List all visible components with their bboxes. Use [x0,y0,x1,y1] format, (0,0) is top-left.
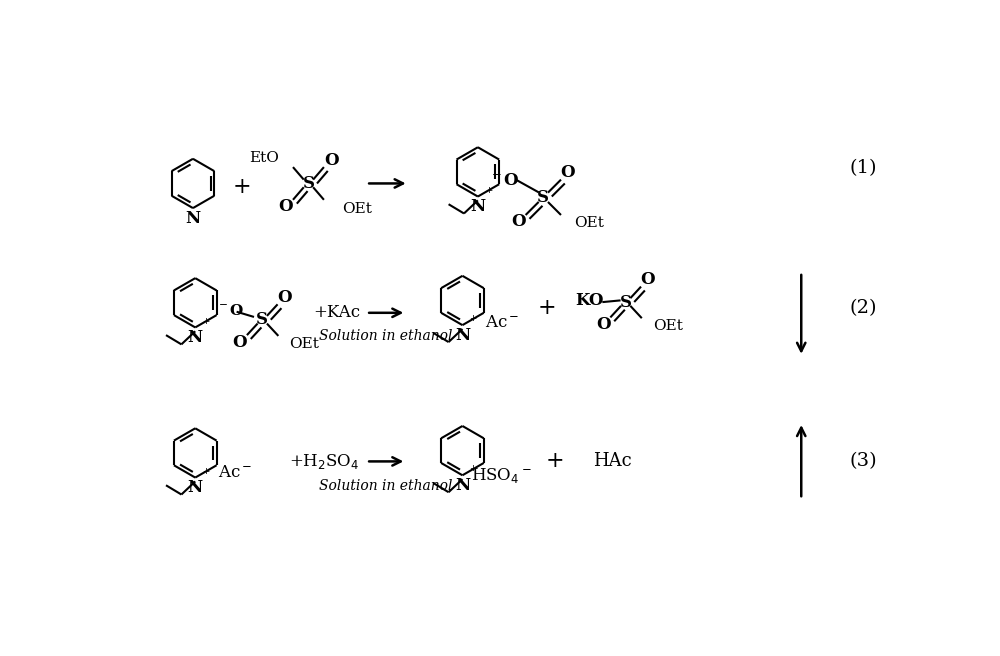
Text: $^+$: $^+$ [201,317,211,330]
Text: +: + [546,449,564,472]
Text: N: N [470,198,485,215]
Text: Ac$^-$: Ac$^-$ [485,314,520,331]
Text: S: S [302,175,314,192]
Text: Solution in ethanol: Solution in ethanol [319,479,453,493]
Text: OEt: OEt [653,319,683,333]
Text: O: O [277,289,292,306]
Text: N: N [188,479,203,496]
Text: $^+$: $^+$ [468,465,478,478]
Text: S: S [620,293,632,310]
Text: (3): (3) [849,451,877,470]
Text: +KAc: +KAc [313,304,361,321]
Text: O: O [324,152,339,169]
Text: N: N [188,329,203,346]
Text: Ac$^-$: Ac$^-$ [218,464,252,481]
Text: O: O [641,271,655,288]
Text: O: O [233,333,247,350]
Text: OEt: OEt [289,337,319,350]
Text: (2): (2) [849,299,877,318]
Text: $^-$O: $^-$O [489,172,520,189]
Text: O: O [561,164,575,181]
Text: $^+$: $^+$ [201,467,211,480]
Text: (1): (1) [849,159,877,177]
Text: HAc: HAc [593,451,632,470]
Text: Solution in ethanol: Solution in ethanol [319,329,453,343]
Text: S: S [256,311,268,328]
Text: +: + [232,176,251,198]
Text: EtO: EtO [249,151,279,165]
Text: N: N [455,327,470,344]
Text: O: O [596,316,611,333]
Text: O: O [511,213,526,230]
Text: +: + [538,297,556,319]
Text: $^+$: $^+$ [468,315,478,328]
Text: O: O [278,198,293,215]
Text: OEt: OEt [342,202,372,216]
Text: HSO$_4$$^-$: HSO$_4$$^-$ [471,466,531,485]
Text: N: N [185,210,201,226]
Text: $^+$: $^+$ [484,186,494,199]
Text: +H$_2$SO$_4$: +H$_2$SO$_4$ [289,452,359,471]
Text: $^-$O: $^-$O [216,303,244,318]
Text: OEt: OEt [574,216,604,230]
Text: KO: KO [576,292,604,309]
Text: N: N [455,477,470,494]
Text: S: S [537,189,549,206]
